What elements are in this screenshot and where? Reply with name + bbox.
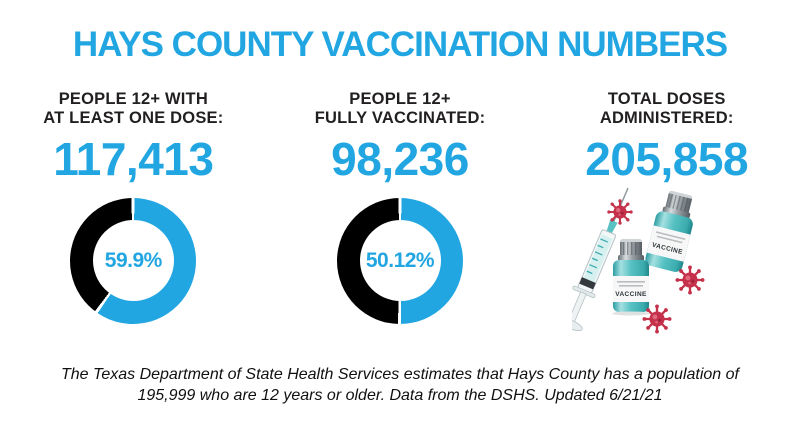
- vial-label-text: VACCINE: [615, 291, 647, 298]
- stat-column-fully-vaccinated: PEOPLE 12+ FULLY VACCINATED: 98,236 50.1…: [267, 90, 534, 352]
- stat-value-fully-vaccinated: 98,236: [331, 132, 469, 185]
- stat-value-one-dose: 117,413: [53, 132, 214, 185]
- donut-chart-fully-vaccinated: 50.12%: [337, 197, 463, 324]
- stat-column-total-doses: TOTAL DOSES ADMINISTERED: 205,858: [533, 90, 800, 352]
- donut-hole: 50.12%: [359, 220, 441, 302]
- syringe-icon: [571, 187, 629, 331]
- stat-value-total-doses: 205,858: [585, 132, 749, 185]
- donut-hole: 59.9%: [92, 220, 174, 302]
- virus-icon: [605, 198, 634, 226]
- stat-column-one-dose: PEOPLE 12+ WITH AT LEAST ONE DOSE: 117,4…: [0, 90, 267, 352]
- virus-icon: [674, 264, 706, 296]
- vaccine-vial-left: VACCINE: [611, 238, 650, 316]
- footer-note: The Texas Department of State Health Ser…: [61, 365, 739, 405]
- page-title: HAYS COUNTY VACCINATION NUMBERS: [72, 25, 728, 64]
- virus-icon: [641, 303, 673, 335]
- vaccine-vial-right: VACCINE: [645, 190, 693, 272]
- donut-percent-label: 59.9%: [104, 248, 163, 272]
- donut-chart-one-dose: 59.9%: [70, 197, 197, 324]
- donut-percent-label: 50.12%: [365, 248, 435, 272]
- stat-label-one-dose: PEOPLE 12+ WITH AT LEAST ONE DOSE:: [43, 90, 224, 128]
- stat-label-fully-vaccinated: PEOPLE 12+ FULLY VACCINATED:: [314, 90, 486, 128]
- stat-label-total-doses: TOTAL DOSES ADMINISTERED:: [599, 90, 734, 128]
- vaccine-illustration: VACCINE VAC: [571, 187, 706, 335]
- stats-row: PEOPLE 12+ WITH AT LEAST ONE DOSE: 117,4…: [0, 90, 800, 352]
